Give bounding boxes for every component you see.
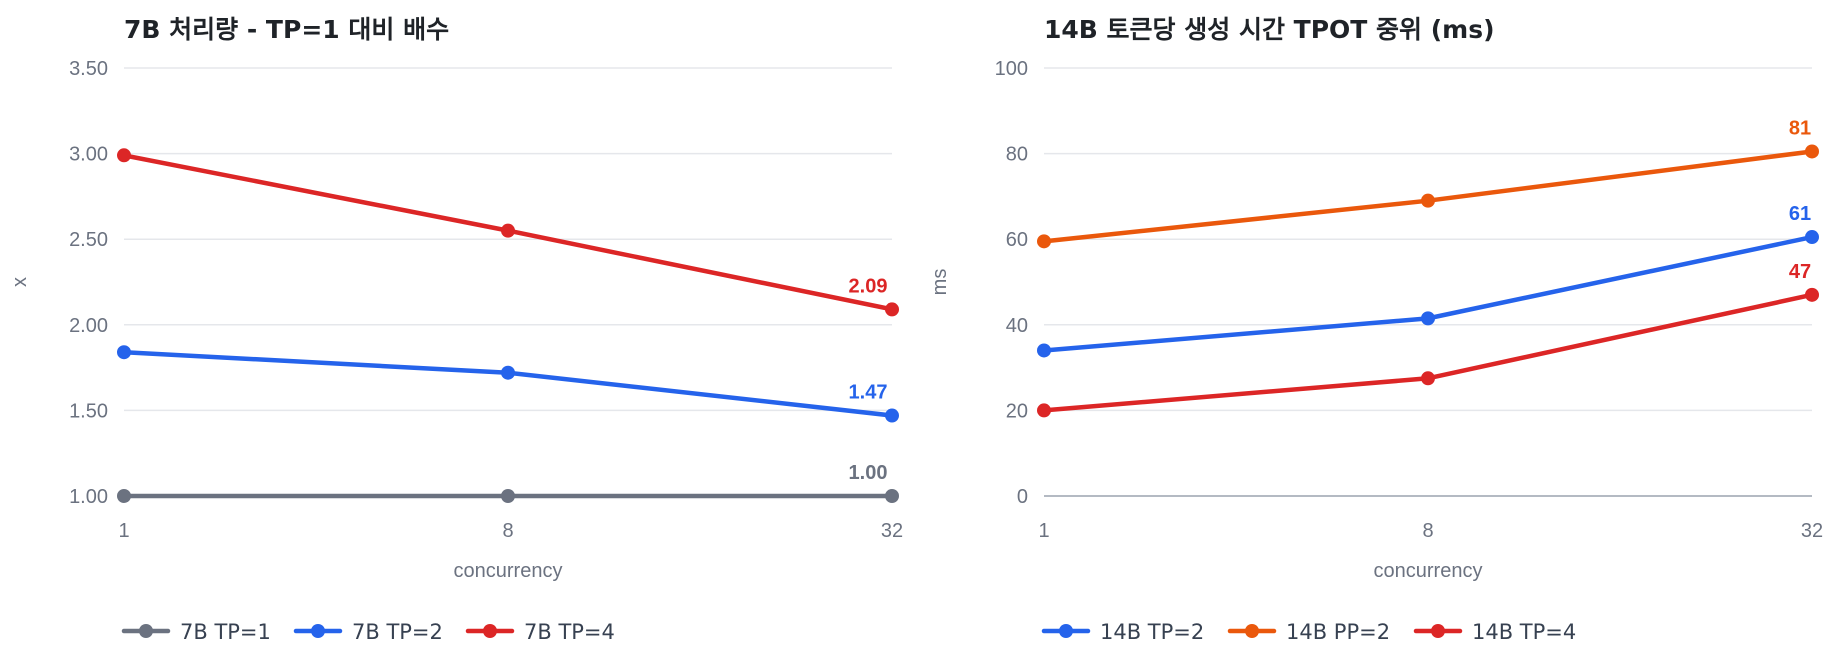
data-label: 81	[1789, 117, 1811, 139]
data-label: 61	[1789, 203, 1811, 225]
throughput-chart: 7B 처리량 - TP=1 대비 배수 1.00 1.50 2.00 2.50 3.00 3…	[9, 15, 903, 644]
data-point	[501, 365, 515, 380]
y-tick-label: 1.00	[69, 486, 108, 508]
tpot-chart: 14B 토큰당 생성 시간 TPOT 중위 (ms) 0 20 40 60 80 100 1 8…	[929, 15, 1823, 644]
data-label: 1.47	[849, 382, 888, 404]
y-tick-label: 2.00	[69, 315, 108, 337]
legend-swatch-marker	[139, 624, 153, 638]
legend-swatch-marker	[1245, 624, 1259, 638]
series-1: 1.47	[117, 345, 899, 423]
data-point	[1805, 287, 1819, 302]
series-0: 61	[1037, 203, 1819, 358]
x-tick-label: 8	[502, 520, 513, 542]
series-line	[121, 349, 895, 418]
legend-swatch-marker	[1059, 624, 1073, 638]
y-axis-label: x	[9, 277, 31, 287]
x-tick-label: 8	[1422, 520, 1433, 542]
y-tick-label: 40	[1006, 315, 1028, 337]
x-tick-label: 32	[881, 520, 903, 542]
data-point	[885, 408, 899, 423]
y-tick-label: 1.50	[69, 400, 108, 422]
legend-swatch-marker	[483, 624, 497, 638]
y-tick-label: 3.50	[69, 58, 108, 80]
legend-label: 7B TP=2	[352, 620, 443, 644]
data-point	[1037, 403, 1051, 418]
legend-label: 14B PP=2	[1286, 620, 1390, 644]
legend-item[interactable]: 7B TP=1	[121, 620, 271, 644]
legend-item[interactable]: 7B TP=4	[465, 620, 615, 644]
data-point	[885, 489, 899, 503]
legend-item[interactable]: 7B TP=2	[293, 620, 443, 644]
legend-swatch-marker	[311, 624, 325, 638]
data-label: 2.09	[849, 275, 888, 297]
y-tick-label: 80	[1006, 144, 1028, 166]
data-point	[1805, 144, 1819, 159]
legend-label: 7B TP=4	[524, 620, 615, 644]
x-tick-label: 1	[1038, 520, 1049, 542]
data-point	[885, 302, 899, 317]
data-point	[501, 223, 515, 238]
x-tick-label: 32	[1801, 520, 1823, 542]
y-tick-label: 20	[1006, 400, 1028, 422]
series-0: 1.00	[117, 462, 899, 503]
chart-title: 7B 처리량 - TP=1 대비 배수	[124, 15, 449, 44]
legend-item[interactable]: 14B TP=2	[1041, 620, 1204, 644]
y-tick-label: 2.50	[69, 229, 108, 251]
legend-item[interactable]: 14B PP=2	[1227, 620, 1390, 644]
legend-label: 14B TP=4	[1472, 620, 1576, 644]
series-1: 81	[1037, 117, 1819, 249]
y-axis-label: ms	[929, 269, 951, 296]
data-point	[501, 489, 515, 503]
legend-swatch-marker	[1431, 624, 1445, 638]
data-point	[1037, 234, 1051, 249]
y-tick-label: 100	[995, 58, 1028, 80]
data-point	[117, 489, 131, 503]
data-point	[117, 345, 131, 360]
legend-item[interactable]: 14B TP=4	[1413, 620, 1576, 644]
legend-label: 14B TP=2	[1100, 620, 1204, 644]
y-tick-label: 0	[1017, 486, 1028, 508]
data-point	[1037, 343, 1051, 358]
series-2: 2.09	[117, 148, 899, 317]
chart-title: 14B 토큰당 생성 시간 TPOT 중위 (ms)	[1044, 15, 1495, 44]
x-axis-label: concurrency	[1374, 560, 1483, 582]
data-point	[117, 148, 131, 163]
data-point	[1805, 230, 1819, 245]
y-tick-label: 60	[1006, 229, 1028, 251]
data-point	[1421, 371, 1435, 386]
data-label: 47	[1789, 261, 1811, 283]
y-tick-label: 3.00	[69, 144, 108, 166]
x-axis-label: concurrency	[454, 560, 563, 582]
data-point	[1421, 193, 1435, 208]
legend-label: 7B TP=1	[180, 620, 271, 644]
series-2: 47	[1037, 261, 1819, 418]
series-line	[1041, 234, 1815, 353]
data-label: 1.00	[849, 462, 888, 484]
x-tick-label: 1	[118, 520, 129, 542]
data-point	[1421, 311, 1435, 326]
